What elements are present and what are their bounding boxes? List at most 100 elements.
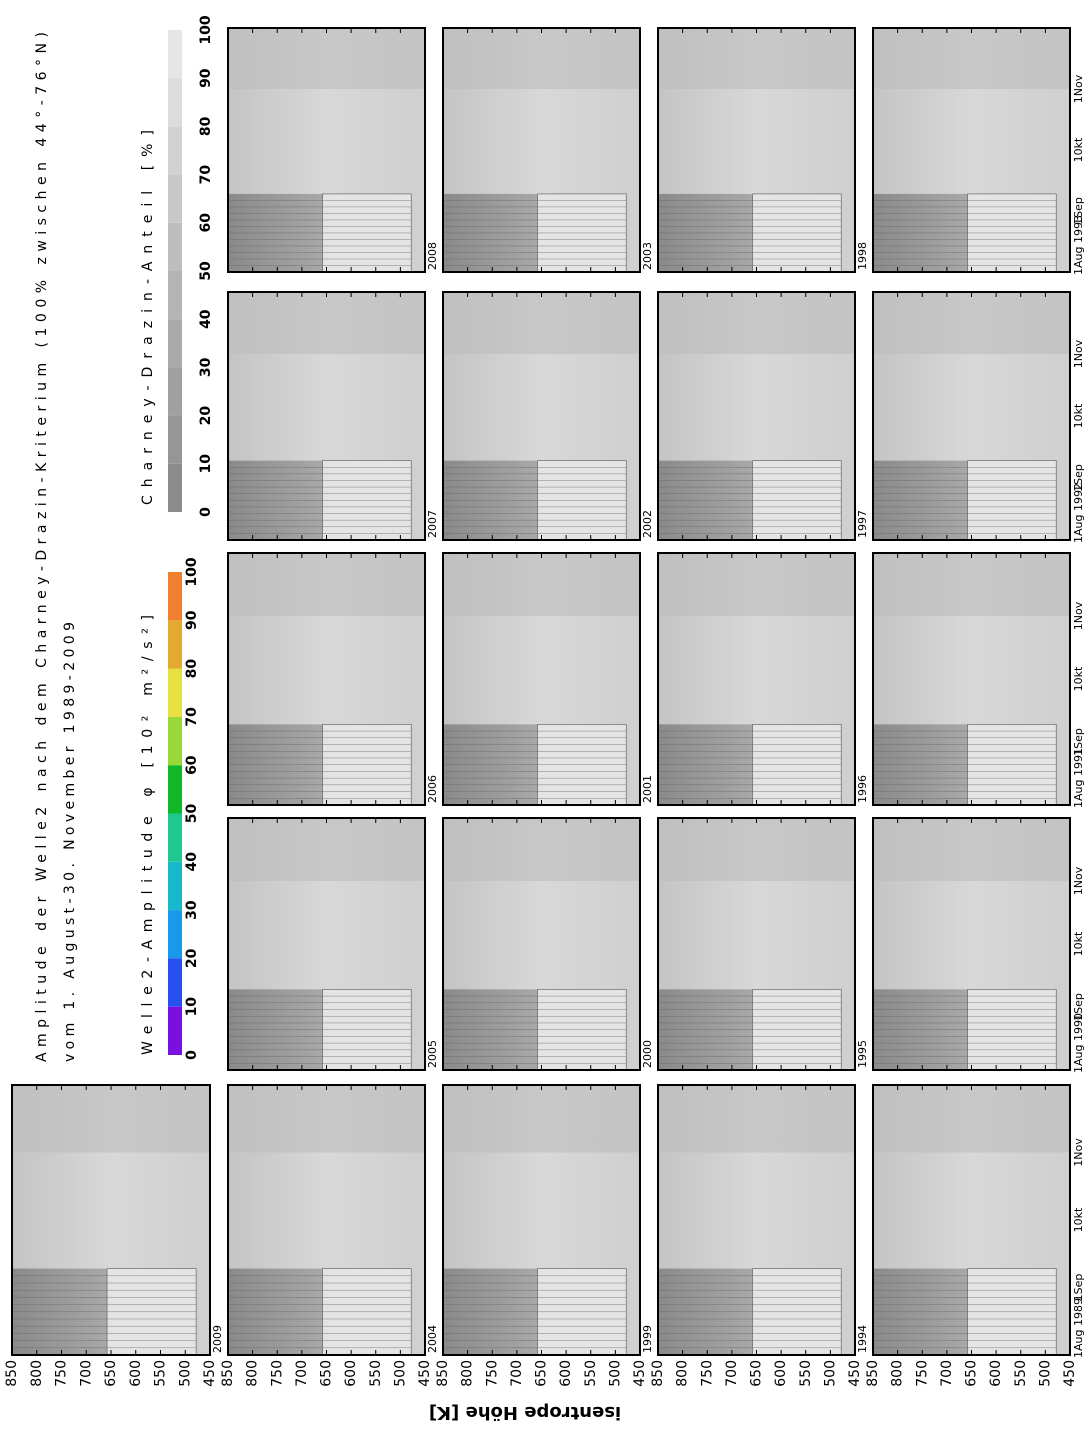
date-label: 1Nov — [1072, 866, 1085, 895]
height-tick-label: 800 — [890, 1360, 906, 1387]
date-label: 1Aug 1993 — [1072, 215, 1085, 275]
height-tick-label: 500 — [392, 1360, 408, 1387]
year-label: 1998 — [856, 242, 869, 270]
height-tick-label: 450 — [417, 1360, 433, 1387]
year-label: 2001 — [641, 775, 654, 803]
panel-shade — [443, 553, 640, 616]
colorbar-segment — [168, 765, 182, 814]
height-tick-label: 650 — [103, 1360, 119, 1387]
panel-shade — [873, 1085, 1070, 1153]
colorbar-segment — [168, 126, 182, 175]
panel-shade — [873, 292, 1070, 354]
panel-shade — [658, 818, 855, 881]
height-tick-label: 450 — [202, 1360, 218, 1387]
colorbar-segment — [168, 716, 182, 766]
colorbar-tick-label: 80 — [198, 116, 214, 136]
date-label: 1Sep — [1072, 728, 1085, 756]
colorbar-tick-label: 70 — [184, 707, 200, 727]
panel-shade — [12, 1085, 210, 1153]
title: Amplitude der Welle2 nach dem Charney-Dr… — [34, 32, 50, 1062]
height-tick-label: 650 — [319, 1360, 335, 1387]
colorbar-segment — [168, 910, 182, 959]
colorbar-tick-label: 0 — [198, 507, 214, 517]
height-tick-label: 500 — [607, 1360, 623, 1387]
colorbar-segment — [168, 620, 182, 669]
height-tick-label: 750 — [269, 1360, 285, 1387]
height-tick-label: 750 — [914, 1360, 930, 1387]
panel-shade — [228, 553, 425, 616]
height-tick-label: 700 — [939, 1360, 955, 1387]
colorbar-segment — [168, 367, 182, 416]
panel-shade — [228, 818, 425, 881]
height-tick-label: 650 — [534, 1360, 550, 1387]
panel-shade — [873, 28, 1070, 89]
colorbar-tick-label: 90 — [198, 68, 214, 88]
date-label: 10kt — [1072, 137, 1085, 162]
panel-shade — [443, 818, 640, 881]
year-label: 2003 — [641, 242, 654, 270]
panel-shade — [228, 292, 425, 354]
height-tick-label: 700 — [294, 1360, 310, 1387]
height-tick-label: 500 — [822, 1360, 838, 1387]
height-tick-label: 850 — [220, 1360, 236, 1387]
colorbar-tick-label: 10 — [184, 997, 200, 1017]
year-label: 1999 — [641, 1325, 654, 1353]
year-label: 2007 — [426, 510, 439, 538]
date-label: 1Sep — [1072, 464, 1085, 492]
height-tick-label: 450 — [1062, 1360, 1078, 1387]
date-label: 1Nov — [1072, 339, 1085, 368]
height-tick-label: 800 — [460, 1360, 476, 1387]
colorbar-tick-label: 50 — [198, 261, 214, 281]
colorbar-tick-label: 60 — [184, 755, 200, 775]
panel-shade — [873, 818, 1070, 881]
date-label: 10kt — [1072, 666, 1085, 691]
colorbar-tick-label: 20 — [184, 948, 200, 968]
colorbar-tick-label: 30 — [184, 900, 200, 920]
colorbar-segment — [168, 174, 182, 223]
y-axis-label: isentrope Höhe [K] — [429, 1402, 621, 1423]
height-tick-label: 600 — [558, 1360, 574, 1387]
height-tick-label: 800 — [245, 1360, 261, 1387]
date-label: 1Aug 1992 — [1072, 483, 1085, 543]
colorbar-segment — [168, 78, 182, 127]
height-tick-label: 850 — [650, 1360, 666, 1387]
colorbar-segment — [168, 813, 182, 862]
panel-shade — [443, 28, 640, 89]
colorbar-label: Welle2-Amplitude φ [10² m²/s²] — [140, 615, 156, 1055]
year-label: 2004 — [426, 1325, 439, 1353]
colorbar-tick-label: 40 — [198, 309, 214, 329]
height-tick-label: 550 — [583, 1360, 599, 1387]
year-label: 2000 — [641, 1040, 654, 1068]
height-tick-label: 800 — [29, 1360, 45, 1387]
year-label: 1994 — [856, 1325, 869, 1353]
height-tick-label: 750 — [54, 1360, 70, 1387]
colorbar-tick-label: 40 — [184, 852, 200, 872]
date-label: 1Nov — [1072, 74, 1085, 103]
height-tick-label: 750 — [699, 1360, 715, 1387]
year-label: 1995 — [856, 1040, 869, 1068]
date-label: 10kt — [1072, 931, 1085, 956]
height-tick-label: 550 — [798, 1360, 814, 1387]
height-tick-label: 600 — [128, 1360, 144, 1387]
colorbar-segment — [168, 463, 182, 512]
height-tick-label: 450 — [632, 1360, 648, 1387]
colorbar-tick-label: 10 — [198, 454, 214, 474]
colorbar-segment — [168, 1006, 182, 1055]
subtitle: vom 1. August-30. November 1989-2009 — [62, 622, 78, 1062]
year-label: 2006 — [426, 775, 439, 803]
panel-shade — [658, 28, 855, 89]
date-label: 1Aug 1991 — [1072, 748, 1085, 808]
year-label: 2008 — [426, 242, 439, 270]
height-tick-label: 550 — [368, 1360, 384, 1387]
height-tick-label: 850 — [865, 1360, 881, 1387]
colorbar-segment — [168, 415, 182, 464]
colorbar-tick-label: 90 — [184, 610, 200, 630]
year-label: 1996 — [856, 775, 869, 803]
panel-shade — [658, 553, 855, 616]
height-tick-label: 550 — [1013, 1360, 1029, 1387]
height-tick-label: 500 — [1037, 1360, 1053, 1387]
height-tick-label: 650 — [964, 1360, 980, 1387]
colorbar-segment — [168, 572, 182, 621]
colorbar-tick-label: 100 — [198, 15, 214, 44]
panel-shade — [658, 292, 855, 354]
